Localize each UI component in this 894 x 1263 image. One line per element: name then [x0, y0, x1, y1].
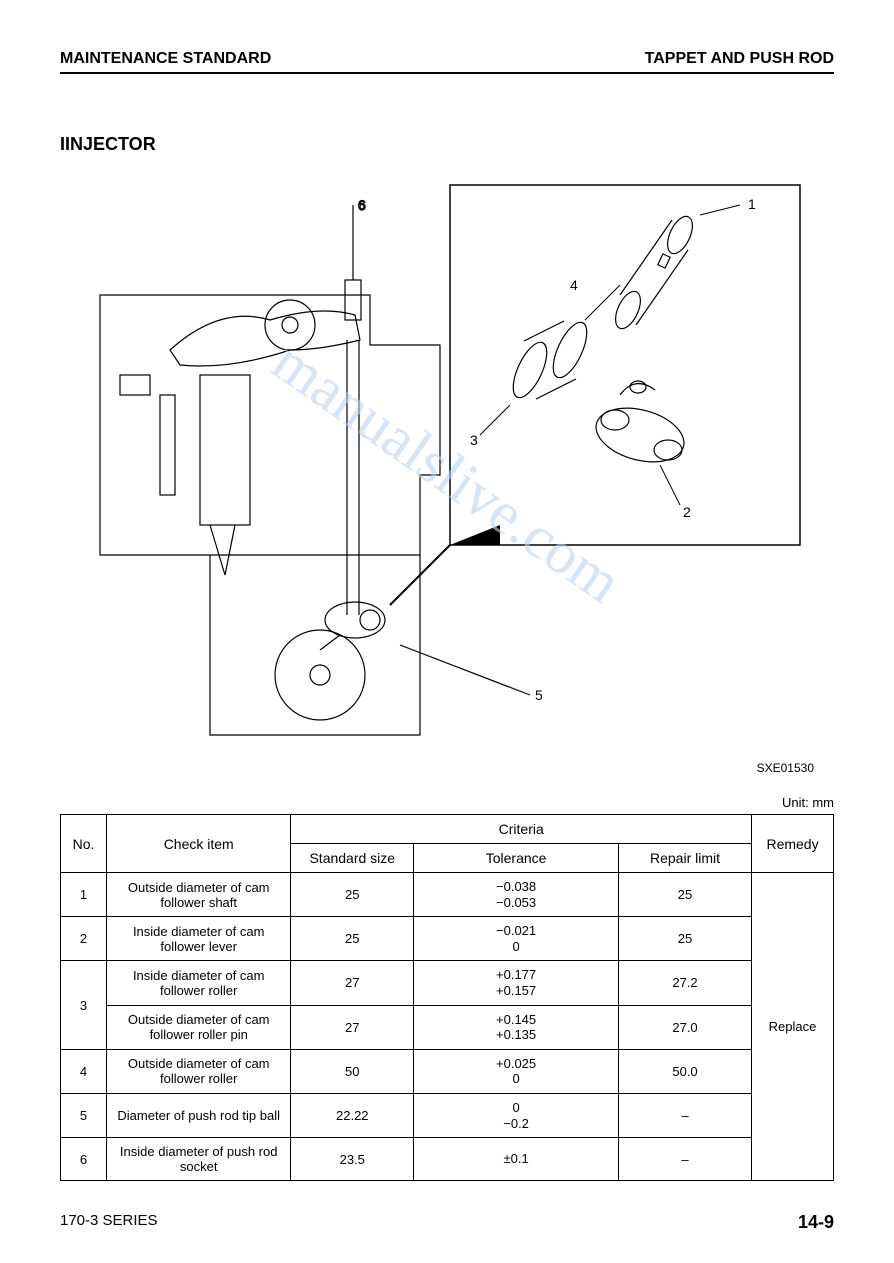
- cell-tol: ±0.1: [414, 1138, 619, 1181]
- th-check-item: Check item: [107, 815, 291, 873]
- page-footer: 170-3 SERIES 14-9: [60, 1212, 834, 1233]
- page-header: MAINTENANCE STANDARD TAPPET AND PUSH ROD: [60, 50, 834, 74]
- cell-no: 2: [61, 917, 107, 961]
- cell-repair: –: [618, 1093, 751, 1137]
- cell-no: 6: [61, 1138, 107, 1181]
- cell-item: Outside diameter of cam follower roller: [107, 1049, 291, 1093]
- cell-std: 23.5: [291, 1138, 414, 1181]
- cell-std: 25: [291, 917, 414, 961]
- callout-2: 2: [683, 504, 691, 520]
- table-row: 6 Inside diameter of push rod socket 23.…: [61, 1138, 834, 1181]
- cell-std: 25: [291, 873, 414, 917]
- cell-repair: 27.2: [618, 961, 751, 1005]
- callout-4: 4: [570, 277, 578, 293]
- header-left: MAINTENANCE STANDARD: [60, 50, 271, 68]
- table-row: 2 Inside diameter of cam follower lever …: [61, 917, 834, 961]
- cell-tol: −0.021 0: [414, 917, 619, 961]
- cell-item: Inside diameter of cam follower lever: [107, 917, 291, 961]
- callout-1: 1: [748, 196, 756, 212]
- th-tol: Tolerance: [414, 844, 619, 873]
- cell-no: 3: [61, 961, 107, 1049]
- cell-no: 1: [61, 873, 107, 917]
- page: MAINTENANCE STANDARD TAPPET AND PUSH ROD…: [0, 0, 894, 1263]
- cell-std: 50: [291, 1049, 414, 1093]
- diagram-code: SXE01530: [757, 761, 814, 775]
- header-right: TAPPET AND PUSH ROD: [645, 50, 834, 68]
- cell-remedy: Replace: [752, 873, 834, 1181]
- spec-table: No. Check item Criteria Remedy Standard …: [60, 814, 834, 1181]
- cell-repair: 50.0: [618, 1049, 751, 1093]
- cell-item: Outside diameter of cam follower shaft: [107, 873, 291, 917]
- cell-std: 27: [291, 1005, 414, 1049]
- cell-repair: 25: [618, 873, 751, 917]
- cell-tol: +0.025 0: [414, 1049, 619, 1093]
- cell-no: 5: [61, 1093, 107, 1137]
- table-row: Outside diameter of cam follower roller …: [61, 1005, 834, 1049]
- th-remedy: Remedy: [752, 815, 834, 873]
- table-row: 4 Outside diameter of cam follower rolle…: [61, 1049, 834, 1093]
- table-header-row: No. Check item Criteria Remedy: [61, 815, 834, 844]
- th-no: No.: [61, 815, 107, 873]
- callout-5: 5: [535, 687, 543, 703]
- cell-item: Inside diameter of push rod socket: [107, 1138, 291, 1181]
- cell-repair: 25: [618, 917, 751, 961]
- callout-3: 3: [470, 432, 478, 448]
- table-row: 5 Diameter of push rod tip ball 22.22 0 …: [61, 1093, 834, 1137]
- footer-left: 170-3 SERIES: [60, 1212, 158, 1233]
- cell-item: Inside diameter of cam follower roller: [107, 961, 291, 1005]
- th-std: Standard size: [291, 844, 414, 873]
- callout-6: 6: [358, 197, 366, 213]
- cell-std: 22.22: [291, 1093, 414, 1137]
- cell-repair: –: [618, 1138, 751, 1181]
- footer-right: 14-9: [798, 1212, 834, 1233]
- cell-item: Outside diameter of cam follower roller …: [107, 1005, 291, 1049]
- section-title: IINJECTOR: [60, 134, 834, 155]
- cell-std: 27: [291, 961, 414, 1005]
- th-repair: Repair limit: [618, 844, 751, 873]
- cell-tol: 0 −0.2: [414, 1093, 619, 1137]
- table-row: 1 Outside diameter of cam follower shaft…: [61, 873, 834, 917]
- cell-tol: +0.145 +0.135: [414, 1005, 619, 1049]
- cell-repair: 27.0: [618, 1005, 751, 1049]
- diagram-area: 1 3 4 2: [60, 175, 834, 755]
- table-row: 3 Inside diameter of cam follower roller…: [61, 961, 834, 1005]
- cell-no: 4: [61, 1049, 107, 1093]
- cell-tol: +0.177 +0.157: [414, 961, 619, 1005]
- cell-tol: −0.038 −0.053: [414, 873, 619, 917]
- unit-label: Unit: mm: [60, 795, 834, 810]
- cell-item: Diameter of push rod tip ball: [107, 1093, 291, 1137]
- th-criteria: Criteria: [291, 815, 752, 844]
- technical-diagram: 1 3 4 2: [60, 175, 830, 755]
